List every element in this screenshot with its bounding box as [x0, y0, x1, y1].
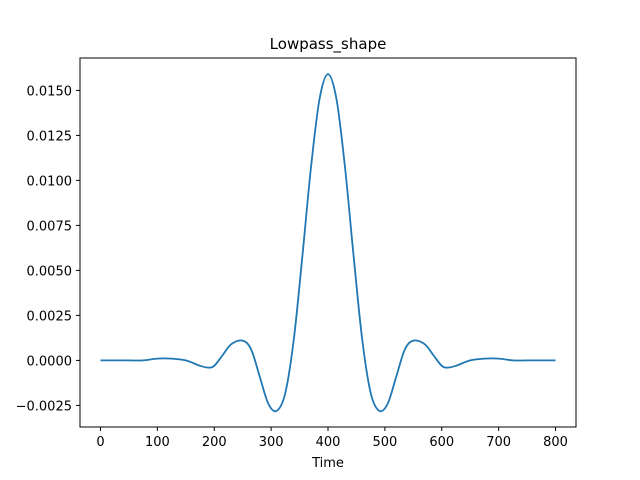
y-tick-label: 0.0025 [27, 309, 73, 324]
series-line [100, 73, 556, 413]
x-tick-label: 600 [429, 435, 454, 450]
y-tick-label: 0.0100 [27, 174, 73, 189]
y-tick-label: 0.0000 [27, 354, 73, 369]
y-tick-label: 0.0150 [27, 84, 73, 99]
y-tick-label: 0.0125 [27, 129, 73, 144]
x-tick-label: 100 [145, 435, 170, 450]
x-tick-label: 700 [486, 435, 511, 450]
x-axis-label: Time [311, 456, 344, 471]
x-tick-label: 300 [259, 435, 284, 450]
x-tick-label: 500 [372, 435, 397, 450]
x-tick-label: 400 [316, 435, 341, 450]
y-tick-label: 0.0075 [27, 219, 73, 234]
x-tick-label: 800 [543, 435, 568, 450]
y-tick-label: −0.0025 [16, 399, 72, 414]
y-axis-ticks: −0.0025 0.0000 0.0025 0.0050 0.0075 0.0100 0.0… [16, 84, 80, 414]
plot-layer [100, 73, 556, 413]
x-axis-ticks: 0 100 200 300 400 500 600 700 800 [96, 427, 568, 450]
x-tick-label: 200 [202, 435, 227, 450]
chart-title: Lowpass_shape [270, 35, 387, 54]
y-tick-label: 0.0050 [27, 264, 73, 279]
x-tick-label: 0 [96, 435, 104, 450]
plot-frame [79, 57, 577, 428]
